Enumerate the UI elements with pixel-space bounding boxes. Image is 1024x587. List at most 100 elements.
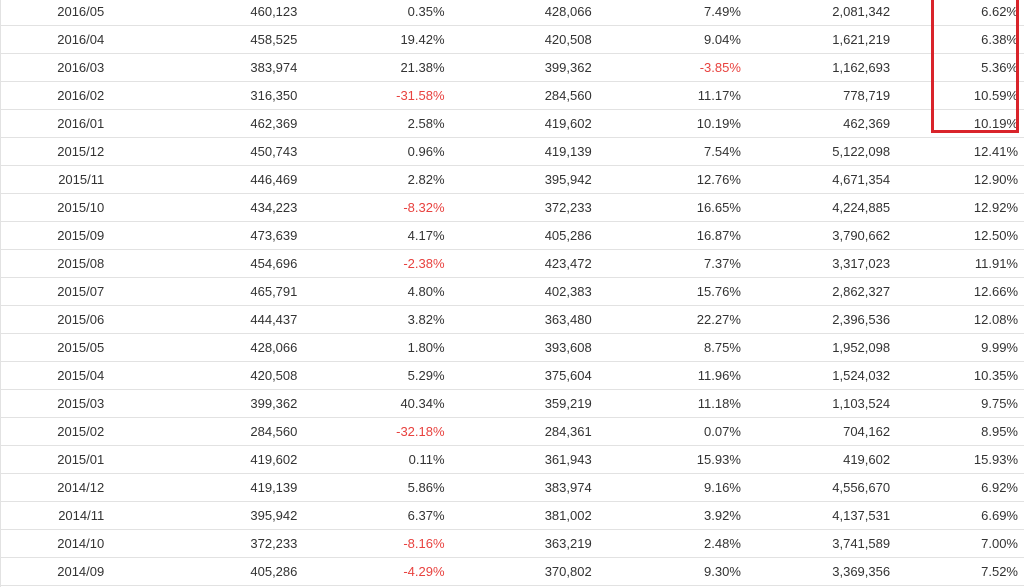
cell-month: 2016/01 (0, 109, 105, 138)
cell-text: 7.54% (704, 144, 741, 159)
cell-change-a: 3.82% (297, 305, 445, 334)
cell-share: 15.93% (890, 445, 1024, 474)
cell-change-a: 0.35% (297, 0, 445, 26)
cell-cumulative: 2,081,342 (740, 0, 891, 26)
cell-value-a: 419,602 (104, 445, 298, 474)
cell-text: 2016/05 (57, 4, 105, 19)
cell-text: 8.75% (704, 340, 741, 355)
cell-text: 2,396,536 (832, 312, 891, 327)
cell-text: 372,233 (250, 536, 298, 551)
cell-text: 15.93% (696, 452, 741, 467)
cell-value-b: 363,219 (444, 529, 592, 558)
cell-change-b: 7.37% (591, 249, 741, 278)
cell-share: 6.69% (890, 501, 1024, 530)
cell-month: 2016/04 (0, 25, 105, 54)
cell-text: 6.38% (981, 32, 1018, 47)
cell-text: 284,560 (250, 424, 298, 439)
cell-value-a: 372,233 (104, 529, 298, 558)
cell-change-b: 16.87% (591, 221, 741, 250)
cell-change-a: 2.58% (297, 109, 445, 138)
cell-text: 16.65% (696, 200, 741, 215)
cell-value-a: 465,791 (104, 277, 298, 306)
cell-text: 7.00% (981, 536, 1018, 551)
cell-month: 2016/05 (0, 0, 105, 26)
cell-value-b: 393,608 (444, 333, 592, 362)
cell-value-b: 370,802 (444, 557, 592, 586)
cell-text: 428,066 (544, 4, 592, 19)
cell-change-b: 0.07% (591, 417, 741, 446)
cell-text: 6.62% (981, 4, 1018, 19)
cell-value-a: 473,639 (104, 221, 298, 250)
cell-change-a: 0.96% (297, 137, 445, 166)
cell-text: 359,219 (544, 396, 592, 411)
cell-cumulative: 778,719 (740, 81, 891, 110)
cell-text: 19.42% (400, 32, 445, 47)
cell-value-b: 395,942 (444, 165, 592, 194)
cell-text: 22.27% (696, 312, 741, 327)
cell-text: 1,621,219 (832, 32, 891, 47)
cell-value-b: 428,066 (444, 0, 592, 26)
cell-text: 1,524,032 (832, 368, 891, 383)
cell-cumulative: 3,790,662 (740, 221, 891, 250)
cell-text: 4.17% (407, 228, 445, 243)
cell-change-b: 15.93% (591, 445, 741, 474)
cell-share: 12.50% (890, 221, 1024, 250)
cell-text: 361,943 (544, 452, 592, 467)
cell-change-a: -32.18% (297, 417, 445, 446)
cell-text: 2015/04 (57, 368, 105, 383)
cell-value-a: 462,369 (104, 109, 298, 138)
cell-value-b: 399,362 (444, 53, 592, 82)
cell-value-a: 460,123 (104, 0, 298, 26)
cell-cumulative: 1,103,524 (740, 389, 891, 418)
cell-value-a: 419,139 (104, 473, 298, 502)
cell-text: 2015/01 (57, 452, 105, 467)
cell-text: 1.80% (407, 340, 445, 355)
cell-change-b: 22.27% (591, 305, 741, 334)
cell-text: 7.52% (981, 564, 1018, 579)
cell-text: -4.29% (403, 564, 445, 579)
cell-text: 15.76% (696, 284, 741, 299)
cell-text: 2.58% (407, 116, 445, 131)
cell-text: 15.93% (973, 452, 1018, 467)
cell-change-b: 9.30% (591, 557, 741, 586)
cell-month: 2014/09 (0, 557, 105, 586)
cell-text: 2015/10 (57, 200, 105, 215)
cell-text: 12.08% (973, 312, 1018, 327)
cell-value-a: 450,743 (104, 137, 298, 166)
cell-change-b: 11.18% (591, 389, 741, 418)
cell-share: 10.19% (890, 109, 1024, 138)
cell-text: 2015/06 (57, 312, 105, 327)
cell-value-a: 316,350 (104, 81, 298, 110)
cell-text: 423,472 (544, 256, 592, 271)
cell-text: 40.34% (400, 396, 445, 411)
cell-value-a: 395,942 (104, 501, 298, 530)
cell-value-b: 402,383 (444, 277, 592, 306)
cell-change-a: -8.32% (297, 193, 445, 222)
cell-text: 2016/03 (57, 60, 105, 75)
cell-value-b: 375,604 (444, 361, 592, 390)
cell-text: 395,942 (250, 508, 298, 523)
cell-month: 2015/11 (0, 165, 105, 194)
cell-share: 12.90% (890, 165, 1024, 194)
cell-value-a: 428,066 (104, 333, 298, 362)
cell-text: -8.32% (403, 200, 445, 215)
cell-text: 454,696 (250, 256, 298, 271)
cell-share: 8.95% (890, 417, 1024, 446)
cell-text: 383,974 (250, 60, 298, 75)
cell-text: 284,560 (544, 88, 592, 103)
cell-text: 2016/01 (57, 116, 105, 131)
cell-text: 405,286 (544, 228, 592, 243)
cell-text: 6.37% (407, 508, 445, 523)
cell-text: 2015/12 (57, 144, 105, 159)
cell-share: 12.66% (890, 277, 1024, 306)
cell-text: 402,383 (544, 284, 592, 299)
cell-text: 10.35% (973, 368, 1018, 383)
cell-share: 12.41% (890, 137, 1024, 166)
cell-text: 399,362 (544, 60, 592, 75)
cell-month: 2015/09 (0, 221, 105, 250)
cell-value-a: 420,508 (104, 361, 298, 390)
cell-change-a: -2.38% (297, 249, 445, 278)
cell-value-b: 363,480 (444, 305, 592, 334)
cell-change-a: 21.38% (297, 53, 445, 82)
